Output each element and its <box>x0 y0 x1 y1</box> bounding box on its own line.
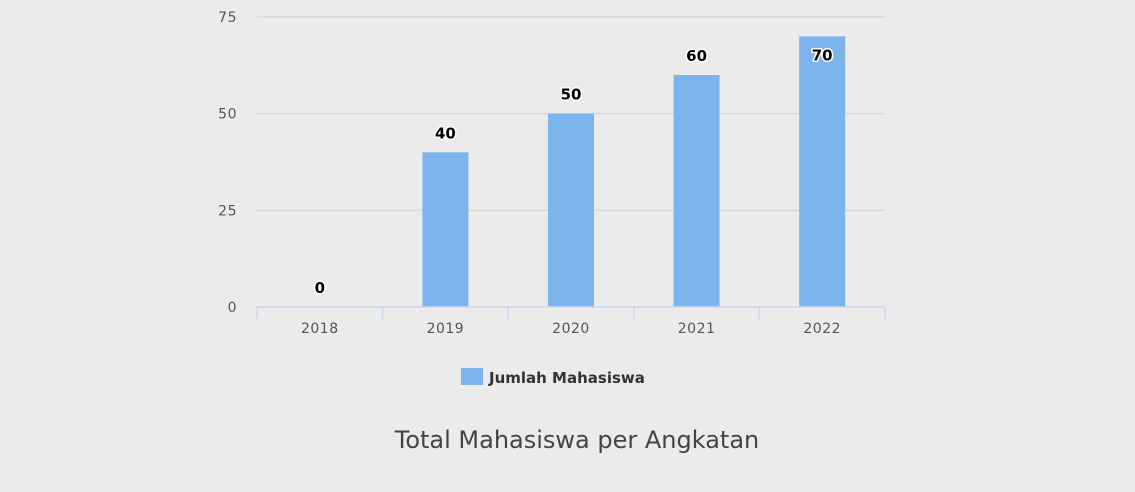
y-axis-ticks: 0 25 50 75 <box>218 10 237 316</box>
bars <box>422 36 846 308</box>
y-tick-label: 50 <box>218 107 237 123</box>
data-label: 60 <box>686 47 707 65</box>
legend-label[interactable]: Jumlah Mahasiswa <box>488 369 645 387</box>
x-axis: 2018 2019 2020 2021 2022 <box>256 306 886 337</box>
data-labels: 0 40 50 60 70 <box>313 45 834 299</box>
legend[interactable]: Jumlah Mahasiswa <box>461 368 645 387</box>
legend-swatch[interactable] <box>461 368 483 385</box>
data-label: 0 <box>315 279 325 297</box>
data-label: 70 <box>812 46 833 64</box>
y-tick-label: 75 <box>218 10 237 26</box>
data-label: 50 <box>561 86 582 104</box>
bar[interactable] <box>673 75 720 307</box>
bar[interactable] <box>422 152 469 307</box>
chart-title: Total Mahasiswa per Angkatan <box>394 426 760 454</box>
y-tick-label: 0 <box>228 300 237 316</box>
data-label: 40 <box>435 124 456 142</box>
x-tick-label: 2019 <box>427 321 465 337</box>
x-tick-label: 2018 <box>301 321 339 337</box>
y-tick-label: 25 <box>218 203 237 219</box>
bar[interactable] <box>548 113 594 308</box>
x-tick-label: 2020 <box>552 321 590 337</box>
x-tick-label: 2021 <box>678 321 716 337</box>
x-tick-label: 2022 <box>803 321 841 337</box>
bar[interactable] <box>799 36 846 307</box>
